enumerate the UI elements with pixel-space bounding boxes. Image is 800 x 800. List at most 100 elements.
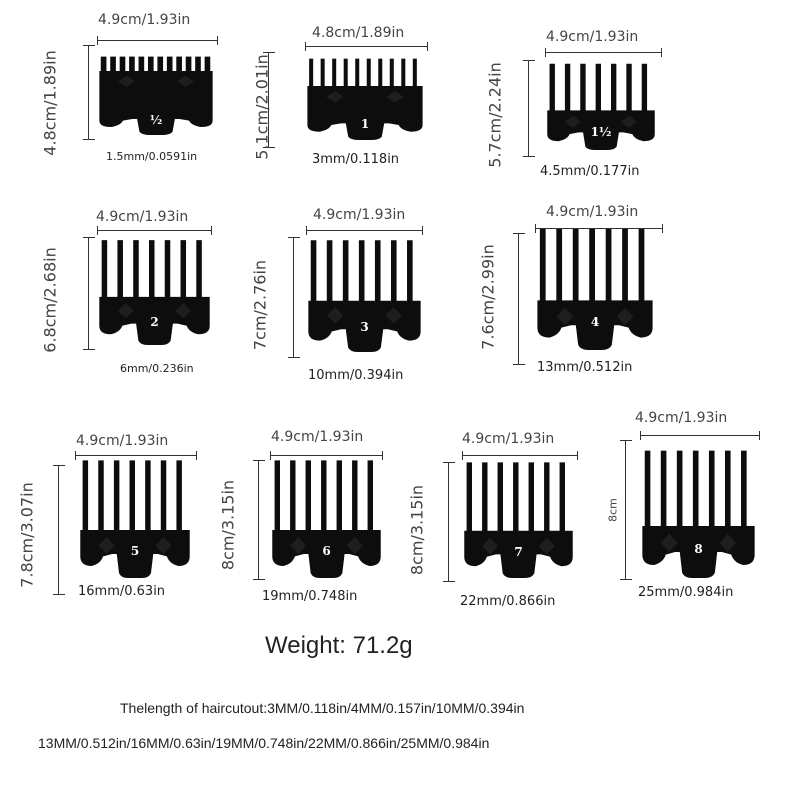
width-dimension-line [305, 42, 428, 51]
comb-tooth [343, 58, 348, 87]
height-dimension-line [513, 233, 525, 365]
height-label: 8cm/3.15in [218, 479, 238, 571]
comb-tooth [176, 56, 182, 72]
height-label: 5.1cm/2.01in [252, 54, 272, 160]
comb-tooth [117, 240, 123, 298]
width-label: 4.9cm/1.93in [313, 207, 406, 223]
height-dimension-line [253, 460, 265, 580]
height-label: 7.8cm/3.07in [17, 482, 37, 588]
width-label: 4.9cm/1.93in [546, 29, 639, 45]
haircut-length-note-1: Thelength of haircutout:3MM/0.118in/4MM/… [120, 700, 525, 716]
comb-tooth [204, 56, 211, 72]
width-dimension-line [270, 451, 383, 460]
comb-tooth [595, 63, 601, 112]
height-label: 4.8cm/1.89in [40, 50, 60, 156]
guard-comb-image: 3 [306, 238, 423, 352]
comb-tooth [641, 63, 648, 112]
comb-tooth [180, 240, 187, 298]
comb-tooth [544, 462, 550, 532]
comb-tooth [708, 450, 715, 528]
comb-tooth [559, 462, 565, 532]
height-label: 8cm/3.15in [407, 484, 427, 576]
height-dimension-line [620, 440, 632, 580]
comb-tooth [644, 450, 651, 528]
comb-tooth [355, 58, 360, 87]
comb-tooth [412, 58, 417, 87]
width-dimension-line [306, 226, 423, 235]
cut-length-label: 16mm/0.63in [78, 584, 166, 599]
comb-tooth [401, 58, 406, 87]
comb-tooth [556, 228, 563, 302]
guard-comb-image: 8 [640, 448, 757, 578]
height-dimension-line [288, 237, 300, 358]
cut-length-label: 3mm/0.118in [312, 152, 400, 167]
height-label: 5.7cm/2.24in [485, 62, 505, 168]
comb-tooth [539, 228, 546, 302]
comb-tooth [610, 63, 617, 112]
cut-length-label: 4.5mm/0.177in [540, 164, 640, 179]
height-dimension-line [523, 60, 535, 157]
height-label: 7.6cm/2.99in [478, 244, 498, 350]
width-dimension-line [97, 36, 218, 45]
width-label: 4.9cm/1.93in [546, 204, 639, 220]
comb-tooth [358, 240, 365, 302]
guard-number: 6 [322, 544, 331, 559]
cut-length-label: 10mm/0.394in [308, 368, 404, 383]
comb-tooth [390, 240, 397, 302]
haircut-length-note-2: 13MM/0.512in/16MM/0.63in/19MM/0.748in/22… [38, 735, 490, 751]
guard-number: 5 [130, 544, 140, 559]
comb-tooth [741, 450, 747, 528]
width-label: 4.9cm/1.93in [271, 429, 364, 445]
comb-tooth [113, 460, 120, 532]
comb-tooth [147, 56, 154, 72]
comb-tooth [622, 228, 628, 302]
comb-tooth [589, 228, 595, 302]
comb-tooth [129, 56, 135, 72]
comb-tooth [407, 240, 413, 302]
comb-tooth [342, 240, 349, 302]
guard-comb-image: 1 [305, 57, 425, 140]
guard-number: 1 [360, 116, 370, 131]
cut-length-label: 19mm/0.748in [262, 589, 358, 604]
height-dimension-line [443, 462, 455, 582]
comb-tooth [138, 56, 145, 72]
comb-tooth [367, 460, 373, 532]
height-label: 7cm/2.76in [250, 259, 270, 351]
comb-tooth [549, 63, 555, 112]
comb-tooth [692, 450, 699, 528]
comb-tooth [129, 460, 135, 532]
comb-tooth [310, 240, 317, 302]
comb-tooth [378, 58, 383, 87]
guard-comb-image: 4 [535, 226, 655, 350]
comb-tooth [332, 58, 337, 87]
guard-body [307, 86, 423, 140]
comb-tooth [497, 462, 504, 532]
comb-tooth [157, 56, 164, 72]
comb-tooth [166, 56, 173, 72]
comb-tooth [336, 460, 342, 532]
width-label: 4.8cm/1.89in [312, 25, 405, 41]
guard-number: 7 [514, 544, 523, 559]
guard-number: ½ [149, 112, 163, 127]
width-label: 4.9cm/1.93in [98, 12, 191, 28]
comb-tooth [638, 228, 645, 302]
comb-tooth [82, 460, 89, 532]
comb-tooth [605, 228, 612, 302]
comb-tooth [724, 450, 731, 528]
width-dimension-line [640, 431, 760, 440]
comb-tooth [352, 460, 358, 532]
comb-tooth [309, 58, 314, 87]
comb-tooth [185, 56, 192, 72]
guard-number: 2 [150, 315, 159, 330]
comb-tooth [326, 240, 333, 302]
guard-comb-image: 5 [78, 458, 192, 578]
guard-comb-image: ½ [97, 55, 215, 135]
comb-tooth [119, 56, 126, 72]
cut-length-label: 6mm/0.236in [120, 362, 194, 375]
cut-length-label: 1.5mm/0.0591in [106, 150, 198, 163]
comb-tooth [572, 228, 579, 302]
width-dimension-line [75, 451, 197, 460]
comb-tooth [626, 63, 632, 112]
cut-length-label: 13mm/0.512in [537, 360, 633, 375]
guard-body [99, 71, 213, 135]
